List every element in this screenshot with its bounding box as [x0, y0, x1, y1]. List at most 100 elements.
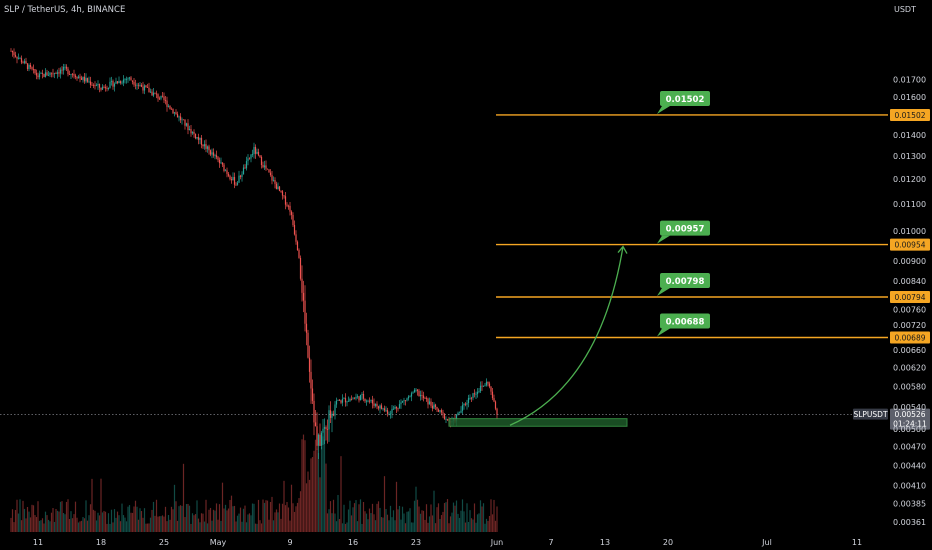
volume-bar — [311, 457, 314, 532]
candle-body — [28, 64, 30, 69]
x-tick-label: 13 — [600, 538, 610, 547]
volume-bar — [485, 518, 488, 532]
candle-body — [274, 180, 276, 184]
volume-bar — [293, 511, 296, 532]
volume-bar — [304, 440, 306, 532]
support-zone[interactable] — [448, 418, 628, 427]
volume-bar — [290, 484, 293, 532]
candle-body — [404, 400, 407, 402]
support-zone-layer[interactable] — [448, 418, 628, 427]
candle-body — [482, 385, 485, 387]
target-box[interactable] — [660, 220, 710, 236]
candle-body — [77, 76, 80, 79]
volume-bar — [17, 513, 20, 532]
candle-body — [25, 61, 27, 64]
candle-body — [197, 137, 200, 140]
candle-body — [412, 392, 414, 394]
candle-body — [53, 73, 56, 74]
volume-bar — [337, 494, 339, 532]
candle-body — [370, 400, 372, 402]
volume-bar — [151, 509, 153, 532]
volume-bar — [464, 522, 467, 532]
candle-body — [256, 151, 258, 154]
level-price-tag — [890, 331, 930, 344]
candle-body — [106, 88, 108, 90]
volume-bar — [214, 510, 216, 532]
volume-bar — [404, 523, 407, 532]
ticker-badge[interactable] — [853, 408, 888, 420]
candle-body — [316, 426, 318, 446]
projection-arrow-layer[interactable] — [509, 245, 628, 426]
candle-body — [49, 72, 51, 75]
candle-body — [16, 56, 18, 59]
projection-arrow[interactable] — [509, 246, 624, 426]
candle-body — [70, 73, 72, 75]
candle-body — [338, 399, 341, 401]
candle-body — [194, 133, 197, 139]
y-tick-label: 0.01700 — [893, 76, 926, 85]
volume-bar — [14, 509, 17, 532]
volume-bar — [20, 520, 23, 532]
target-label: 0.01502 — [666, 95, 705, 105]
candle-body — [271, 175, 273, 181]
candle-body — [137, 84, 140, 86]
volume-bar — [235, 521, 237, 532]
level-price-tag — [890, 238, 930, 251]
candle-body — [346, 401, 348, 403]
candle-body — [10, 50, 12, 52]
volume-bar — [251, 503, 254, 532]
candle-body — [413, 389, 416, 393]
current-price-badge[interactable] — [890, 408, 930, 430]
candle-body — [434, 404, 437, 407]
x-tick-label: 18 — [96, 538, 106, 547]
target-box[interactable] — [660, 272, 710, 288]
candle-body — [44, 72, 47, 77]
volume-bar — [284, 505, 287, 532]
volume-bar — [473, 503, 476, 532]
volume-bar — [463, 511, 465, 532]
volume-bar — [377, 501, 380, 532]
horizontal-levels[interactable]: 0.01502 0.01502 0.00954 0.00957 0.00794 0.007… — [0, 90, 930, 430]
y-tick-label: 0.00620 — [893, 364, 926, 373]
candle-body — [184, 119, 186, 126]
y-tick-label: 0.01200 — [893, 175, 926, 184]
candle-body — [467, 397, 470, 404]
volume-bar — [110, 509, 113, 532]
target-box[interactable] — [660, 90, 710, 106]
candle-body — [107, 87, 110, 90]
volume-bar — [121, 503, 123, 532]
volume-bar — [344, 523, 347, 532]
volume-bar — [134, 500, 137, 532]
candle-body — [277, 186, 279, 190]
volume-bar — [488, 515, 491, 532]
candle-body — [394, 406, 396, 409]
candle-body — [398, 404, 401, 409]
volume-bar — [343, 504, 345, 532]
candle-countdown: 01:24:11 — [893, 420, 927, 429]
volume-bar — [275, 509, 278, 532]
candle-body — [182, 119, 185, 121]
candle-body — [244, 167, 246, 169]
candle-body — [481, 385, 483, 387]
candle-body — [185, 123, 188, 126]
volume-bar — [356, 521, 359, 532]
volume-bar — [460, 510, 462, 532]
volume-bar — [314, 439, 317, 532]
volume-bar — [22, 500, 24, 532]
volume-bar — [398, 505, 401, 532]
volume-bar — [316, 448, 318, 532]
volume-bar — [104, 511, 107, 532]
time-axis[interactable]: 11 18 25 May 9 16 23 Jun 7 13 20 Jul 11 — [33, 538, 862, 547]
volume-bar — [208, 509, 210, 532]
volume-bar — [350, 515, 353, 532]
volume-bar — [391, 517, 393, 532]
candle-body — [140, 84, 143, 87]
volume-bar — [68, 518, 71, 532]
target-box[interactable] — [660, 313, 710, 329]
price-axis[interactable]: 0.01700 0.01600 0.01400 0.01300 0.01200 0.011… — [893, 76, 926, 527]
volume-bar — [325, 463, 327, 532]
candle-body — [380, 405, 383, 409]
candle-body — [365, 400, 368, 402]
